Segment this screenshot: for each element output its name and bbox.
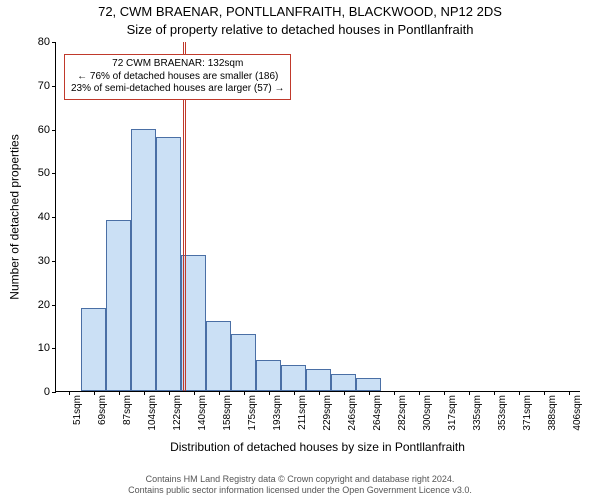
annotation-box: 72 CWM BRAENAR: 132sqm← 76% of detached …	[64, 54, 291, 100]
ytick-mark	[52, 173, 56, 174]
xtick-label: 140sqm	[197, 395, 208, 431]
xtick-label: 175sqm	[247, 395, 258, 431]
xtick-label: 87sqm	[122, 395, 133, 425]
ytick-mark	[52, 42, 56, 43]
xtick-label: 51sqm	[72, 395, 83, 425]
bar	[281, 365, 306, 391]
bar	[131, 129, 156, 392]
y-axis-label: Number of detached properties	[8, 134, 22, 299]
annotation-line: ← 76% of detached houses are smaller (18…	[71, 71, 284, 84]
xtick-mark	[219, 391, 220, 395]
xtick-label: 104sqm	[147, 395, 158, 431]
xtick-label: 211sqm	[297, 395, 308, 430]
ytick-mark	[52, 261, 56, 262]
chart-title-line1: 72, CWM BRAENAR, PONTLLANFRAITH, BLACKWO…	[0, 4, 600, 19]
xtick-label: 300sqm	[422, 395, 433, 431]
bar	[231, 334, 256, 391]
xtick-label: 122sqm	[172, 395, 183, 431]
x-axis-label: Distribution of detached houses by size …	[55, 440, 580, 454]
xtick-label: 388sqm	[547, 395, 558, 431]
ytick-mark	[52, 86, 56, 87]
bar	[256, 360, 281, 391]
xtick-label: 158sqm	[222, 395, 233, 431]
xtick-label: 69sqm	[97, 395, 108, 425]
bar	[81, 308, 106, 391]
xtick-mark	[344, 391, 345, 395]
xtick-mark	[269, 391, 270, 395]
xtick-mark	[544, 391, 545, 395]
xtick-label: 406sqm	[572, 395, 583, 431]
y-axis-label-container: Number of detached properties	[8, 42, 22, 392]
bar	[356, 378, 381, 391]
xtick-mark	[194, 391, 195, 395]
xtick-label: 282sqm	[397, 395, 408, 431]
annotation-line: 72 CWM BRAENAR: 132sqm	[71, 58, 284, 71]
xtick-mark	[169, 391, 170, 395]
footer-line2: Contains public sector information licen…	[0, 485, 600, 496]
xtick-mark	[494, 391, 495, 395]
bar	[106, 220, 131, 391]
xtick-mark	[319, 391, 320, 395]
ytick-mark	[52, 392, 56, 393]
xtick-mark	[369, 391, 370, 395]
xtick-label: 193sqm	[272, 395, 283, 431]
xtick-mark	[394, 391, 395, 395]
annotation-line: 23% of semi-detached houses are larger (…	[71, 83, 284, 96]
xtick-label: 353sqm	[497, 395, 508, 431]
footer-attribution: Contains HM Land Registry data © Crown c…	[0, 474, 600, 496]
chart-title-line2: Size of property relative to detached ho…	[0, 22, 600, 37]
xtick-label: 246sqm	[347, 395, 358, 431]
xtick-label: 335sqm	[472, 395, 483, 431]
xtick-mark	[69, 391, 70, 395]
xtick-mark	[419, 391, 420, 395]
xtick-label: 371sqm	[522, 395, 533, 431]
bar	[306, 369, 331, 391]
xtick-label: 264sqm	[372, 395, 383, 431]
ytick-mark	[52, 305, 56, 306]
xtick-mark	[294, 391, 295, 395]
footer-line1: Contains HM Land Registry data © Crown c…	[0, 474, 600, 485]
xtick-mark	[469, 391, 470, 395]
bar	[206, 321, 231, 391]
bar	[156, 137, 181, 391]
xtick-mark	[244, 391, 245, 395]
xtick-label: 229sqm	[322, 395, 333, 431]
xtick-mark	[569, 391, 570, 395]
xtick-mark	[444, 391, 445, 395]
ytick-mark	[52, 130, 56, 131]
xtick-label: 317sqm	[447, 395, 458, 431]
plot-area: 0102030405060708051sqm69sqm87sqm104sqm12…	[55, 42, 580, 392]
bar	[331, 374, 356, 392]
xtick-mark	[119, 391, 120, 395]
xtick-mark	[94, 391, 95, 395]
xtick-mark	[144, 391, 145, 395]
ytick-mark	[52, 217, 56, 218]
xtick-mark	[519, 391, 520, 395]
ytick-mark	[52, 348, 56, 349]
